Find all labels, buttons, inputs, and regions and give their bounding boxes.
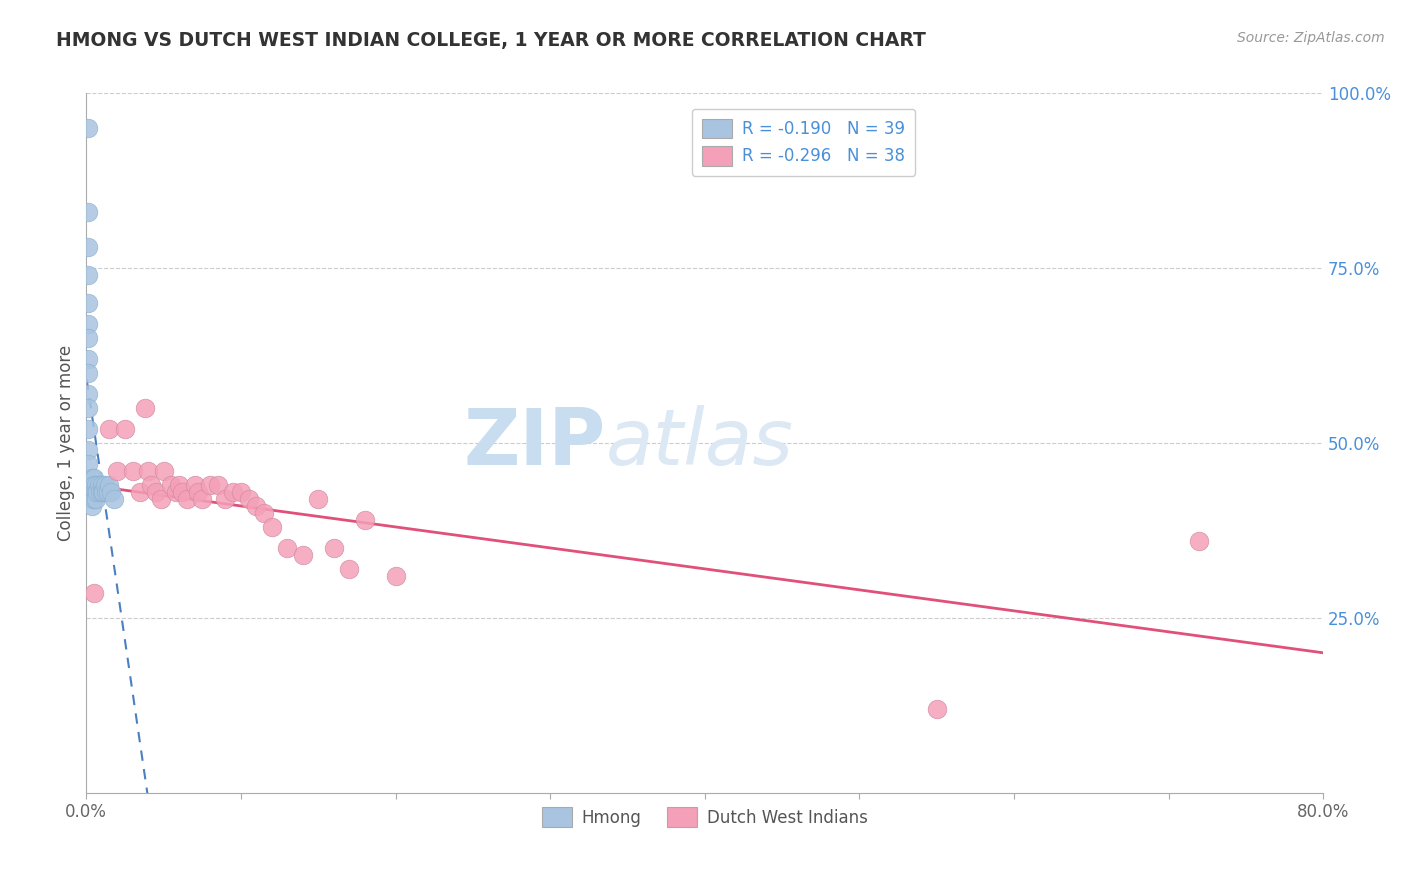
Point: [82, 499, 104, 513]
Point: [167, 478, 190, 492]
Point: [222, 485, 245, 500]
Point: [98, 422, 121, 436]
Point: [207, 478, 229, 492]
Point: [84, 485, 107, 500]
Point: [76, 296, 98, 310]
Point: [76, 478, 98, 492]
Point: [176, 491, 198, 506]
Point: [76, 352, 98, 367]
Point: [353, 513, 375, 527]
Point: [172, 485, 194, 500]
Point: [76, 121, 98, 136]
Point: [253, 506, 276, 520]
Point: [86, 485, 108, 500]
Point: [76, 457, 98, 471]
Point: [89, 485, 111, 500]
Point: [76, 268, 98, 282]
Point: [114, 422, 136, 436]
Legend: Hmong, Dutch West Indians: Hmong, Dutch West Indians: [536, 801, 875, 833]
Point: [925, 702, 948, 716]
Point: [1188, 533, 1211, 548]
Point: [198, 478, 221, 492]
Point: [76, 205, 98, 219]
Point: [229, 485, 252, 500]
Point: [214, 491, 236, 506]
Point: [165, 485, 187, 500]
Point: [76, 401, 98, 415]
Point: [145, 485, 167, 500]
Point: [103, 491, 125, 506]
Point: [136, 464, 159, 478]
Point: [82, 478, 104, 492]
Text: Source: ZipAtlas.com: Source: ZipAtlas.com: [1237, 31, 1385, 45]
Point: [183, 478, 205, 492]
Point: [191, 491, 214, 506]
Point: [245, 499, 267, 513]
Point: [83, 478, 105, 492]
Point: [76, 317, 98, 331]
Point: [260, 520, 283, 534]
Point: [97, 485, 120, 500]
Point: [76, 240, 98, 254]
Point: [83, 491, 105, 506]
Point: [134, 401, 156, 415]
Point: [94, 478, 117, 492]
Point: [76, 331, 98, 345]
Point: [96, 485, 118, 500]
Point: [76, 366, 98, 380]
Point: [82, 491, 104, 506]
Point: [152, 464, 174, 478]
Text: HMONG VS DUTCH WEST INDIAN COLLEGE, 1 YEAR OR MORE CORRELATION CHART: HMONG VS DUTCH WEST INDIAN COLLEGE, 1 YE…: [56, 31, 927, 50]
Point: [83, 471, 105, 485]
Point: [238, 491, 260, 506]
Point: [91, 485, 114, 500]
Point: [121, 464, 143, 478]
Point: [160, 478, 183, 492]
Point: [105, 464, 128, 478]
Point: [84, 491, 107, 506]
Point: [187, 485, 209, 500]
Point: [82, 471, 104, 485]
Point: [83, 586, 105, 600]
Point: [337, 562, 360, 576]
Point: [129, 485, 152, 500]
Point: [90, 478, 112, 492]
Point: [84, 478, 107, 492]
Point: [100, 485, 122, 500]
Point: [98, 478, 121, 492]
Point: [276, 541, 298, 555]
Y-axis label: College, 1 year or more: College, 1 year or more: [58, 345, 75, 541]
Point: [82, 485, 104, 500]
Point: [291, 548, 314, 562]
Text: atlas: atlas: [606, 405, 793, 481]
Point: [76, 442, 98, 457]
Point: [141, 478, 163, 492]
Point: [307, 491, 329, 506]
Point: [384, 569, 406, 583]
Point: [322, 541, 344, 555]
Point: [76, 387, 98, 401]
Point: [90, 485, 112, 500]
Point: [87, 478, 110, 492]
Point: [149, 491, 172, 506]
Text: ZIP: ZIP: [464, 405, 606, 481]
Point: [83, 485, 105, 500]
Point: [76, 422, 98, 436]
